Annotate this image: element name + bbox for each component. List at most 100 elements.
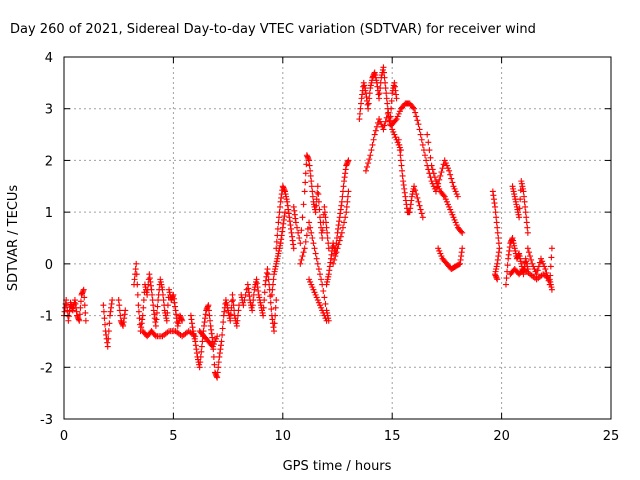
data-point [542,266,549,273]
data-point [133,271,140,278]
data-point [393,95,400,102]
data-point [369,141,376,148]
data-point [140,304,147,311]
y-tick-label: 4 [45,51,53,66]
data-point [432,178,439,185]
data-point [323,219,330,226]
data-point [214,333,221,340]
data-point [524,229,531,236]
data-point [321,312,328,319]
y-axis-label: SDTVAR / TECUs [6,185,21,292]
data-point [316,271,323,278]
data-point [399,172,406,179]
data-point [160,297,167,304]
data-point [242,291,249,298]
data-point [448,175,455,182]
y-tick-label: -3 [40,413,53,428]
data-point [308,229,315,236]
data-point [296,235,303,241]
data-point [268,306,275,313]
data-point [214,374,221,381]
data-point [76,317,83,324]
data-point [315,198,322,205]
data-point [234,312,241,319]
data-point [547,263,554,270]
data-point [321,203,328,210]
data-point [160,291,167,298]
data-point [323,317,330,324]
data-points-layer [61,64,555,381]
data-point [290,245,297,252]
data-point [428,162,435,169]
data-point [267,299,274,306]
data-point [530,263,537,270]
data-point [398,162,405,169]
data-point [104,343,111,350]
data-point [396,147,403,154]
data-point [343,203,350,210]
data-point [399,167,406,174]
data-point [337,233,344,240]
data-point [503,275,510,282]
data-point [299,253,306,260]
data-point [427,154,434,161]
data-point [301,188,308,195]
data-point [261,297,268,304]
data-point [442,196,449,203]
data-point [214,369,221,376]
data-point [307,278,314,285]
data-point [82,309,89,316]
data-point [102,321,109,328]
data-point [373,123,380,130]
data-point [211,361,218,368]
data-point [521,193,528,200]
data-point [100,308,107,315]
data-point [438,169,445,176]
data-point [420,147,427,154]
data-point [308,281,315,288]
data-point [396,108,403,115]
data-point [316,302,323,309]
data-point [413,113,420,120]
data-point [314,260,321,267]
data-point [152,322,159,329]
data-point [397,152,404,159]
data-point [81,294,88,301]
data-point [272,304,279,311]
data-point [312,291,319,298]
data-point [196,364,203,371]
data-point [219,331,226,338]
data-point [344,198,351,205]
plot-frame [63,56,612,420]
data-point [80,286,87,293]
data-point [336,237,343,244]
data-point [63,302,70,309]
data-point [384,100,391,107]
data-point [136,315,143,322]
data-point [385,114,392,121]
data-point [409,104,416,111]
data-point [210,353,217,360]
x-tick-label: 10 [275,429,292,444]
data-point [325,245,332,252]
chart-title: Day 260 of 2021, Sidereal Day-to-day VTE… [10,22,536,37]
data-point [495,240,502,247]
data-point [313,202,320,209]
data-point [313,294,320,301]
data-point [332,253,339,260]
data-point [389,126,396,133]
data-point [341,219,348,226]
data-point [230,297,237,304]
data-point [276,209,283,216]
data-point [437,250,444,257]
data-point [314,189,321,196]
data-point [234,317,241,324]
data-point [504,262,511,269]
data-point [493,214,500,221]
data-point [316,214,323,221]
data-point [436,185,443,192]
data-point [340,183,347,190]
data-point [300,201,307,208]
data-point [319,235,326,241]
x-axis-label: GPS time / hours [283,459,392,474]
